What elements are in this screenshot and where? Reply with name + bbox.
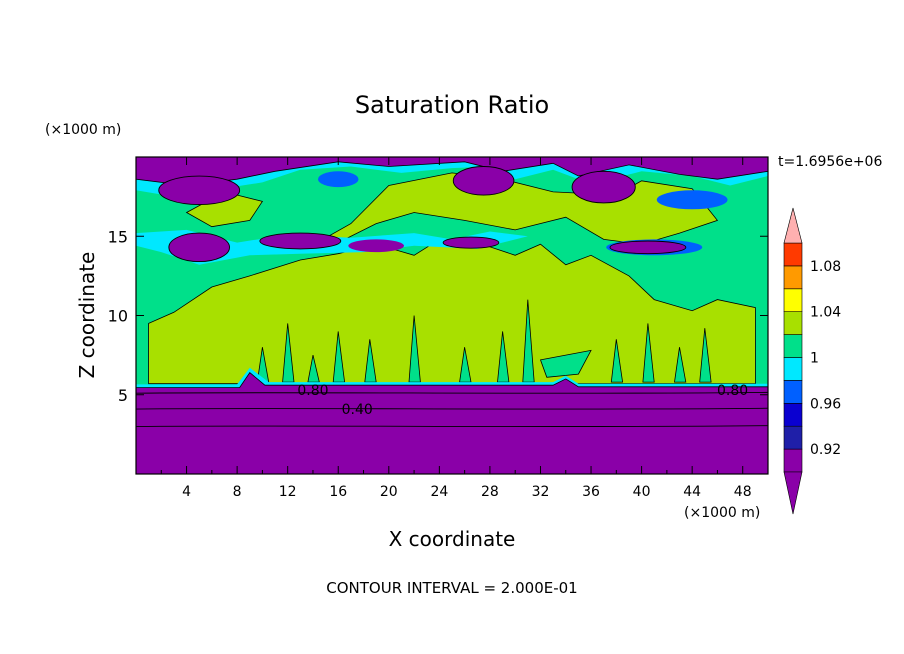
x-tick-label: 36 <box>582 484 600 500</box>
lower-dry-layer <box>136 373 768 474</box>
colorbar-swatch <box>784 243 802 266</box>
colorbar-swatch <box>784 358 802 381</box>
colorbar-label: 0.92 <box>810 442 841 458</box>
colorbar-label: 0.96 <box>810 396 841 412</box>
y-unit-label: (×1000 m) <box>45 122 121 138</box>
dry-cell <box>443 237 499 248</box>
dry-cell <box>348 239 404 252</box>
colorbar-over-arrow <box>784 208 802 243</box>
x-tick-label: 24 <box>430 484 448 500</box>
colorbar-swatch <box>784 449 802 472</box>
x-tick-label: 48 <box>734 484 752 500</box>
x-unit-label: (×1000 m) <box>684 505 760 521</box>
saturation-field <box>136 157 768 474</box>
colorbar-label: 1.08 <box>810 259 841 275</box>
dry-cell <box>159 176 240 205</box>
blue-cell <box>318 171 358 187</box>
contour-interval-label: CONTOUR INTERVAL = 2.000E-01 <box>326 579 577 597</box>
contour-label: 0.80 <box>717 383 748 399</box>
blue-cell <box>657 190 728 209</box>
colorbar: 1.08 1.04 1 0.96 0.92 <box>784 208 841 514</box>
x-tick-label: 28 <box>481 484 499 500</box>
y-tick-label: 5 <box>118 386 128 405</box>
x-tick-label: 8 <box>233 484 242 500</box>
y-tick-label: 15 <box>108 227 128 246</box>
chart-title: Saturation Ratio <box>355 91 549 119</box>
colorbar-swatch <box>784 266 802 289</box>
colorbar-swatch <box>784 289 802 312</box>
x-tick-label: 16 <box>329 484 347 500</box>
x-tick-label: 20 <box>380 484 398 500</box>
dry-cell <box>169 233 230 262</box>
colorbar-label: 1 <box>810 351 819 367</box>
x-axis-label: X coordinate <box>389 527 516 551</box>
dry-cell <box>610 241 686 254</box>
contour-label: 0.40 <box>342 402 373 418</box>
y-tick-label: 10 <box>108 307 128 326</box>
dry-cell <box>260 233 341 249</box>
contour-label: 0.80 <box>297 383 328 399</box>
x-tick-label: 4 <box>182 484 191 500</box>
colorbar-swatch <box>784 403 802 426</box>
colorbar-swatch <box>784 312 802 335</box>
x-tick-label: 44 <box>683 484 701 500</box>
time-label: t=1.6956e+06 <box>778 154 882 170</box>
colorbar-swatch <box>784 335 802 358</box>
x-tick-label: 32 <box>532 484 550 500</box>
colorbar-label: 1.04 <box>810 305 841 321</box>
dry-cell <box>453 167 514 196</box>
x-tick-label: 40 <box>633 484 651 500</box>
dry-cell <box>572 171 635 203</box>
x-tick-label: 12 <box>279 484 297 500</box>
colorbar-swatch <box>784 426 802 449</box>
colorbar-swatch <box>784 380 802 403</box>
colorbar-under-arrow <box>784 472 802 514</box>
y-axis-label: Z coordinate <box>75 252 99 379</box>
